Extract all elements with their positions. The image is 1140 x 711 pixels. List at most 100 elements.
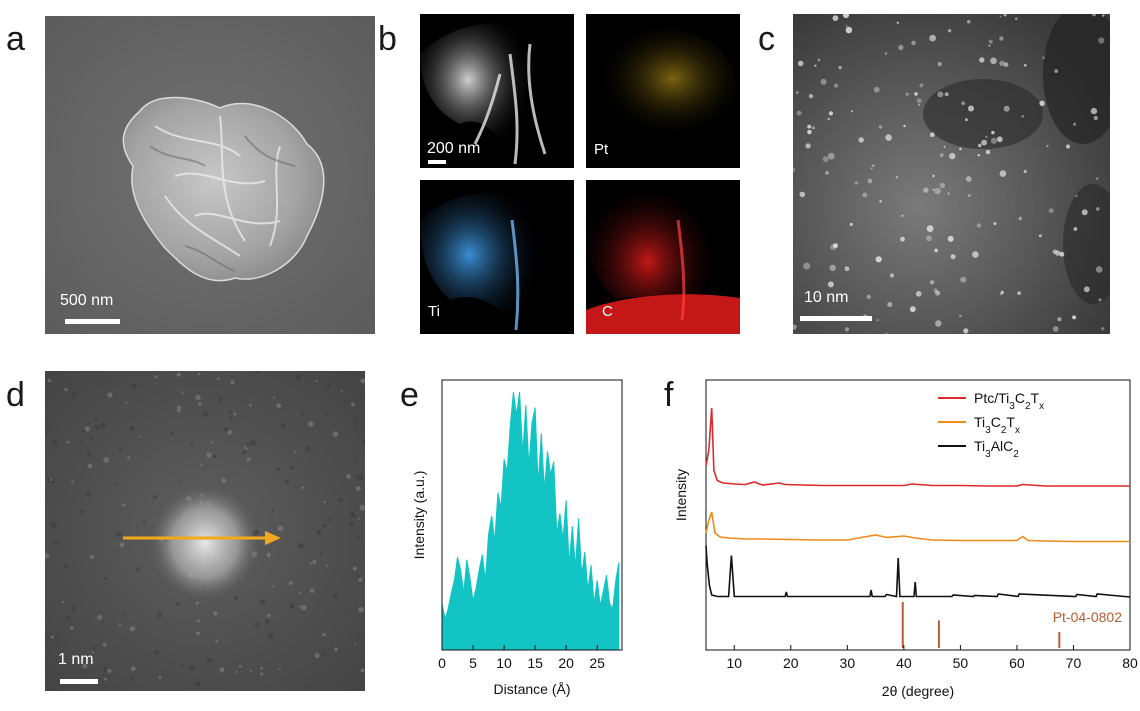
- nanoparticle-dot: [929, 34, 936, 42]
- noise-dot: [84, 426, 90, 432]
- nanoparticle-dot: [963, 328, 969, 334]
- x-tick-label: 20: [558, 655, 574, 671]
- noise-dot: [298, 591, 301, 594]
- noise-dot: [91, 651, 94, 654]
- noise-dot: [88, 422, 91, 425]
- noise-dot: [328, 518, 332, 522]
- nanoparticle-dot: [1038, 234, 1042, 238]
- noise-dot: [332, 592, 338, 599]
- nanoparticle-dot: [862, 192, 868, 198]
- noise-dot: [318, 627, 322, 631]
- nanoparticle-dot: [930, 280, 935, 285]
- noise-dot: [333, 626, 337, 629]
- nanoparticle-dot: [828, 111, 834, 116]
- x-axis-label: 2θ (degree): [882, 683, 954, 699]
- pt-map-tile: [586, 14, 740, 168]
- noise-dot: [89, 436, 94, 441]
- noise-dot: [326, 383, 331, 389]
- noise-dot: [249, 670, 253, 673]
- noise-dot: [142, 520, 146, 524]
- noise-dot: [212, 454, 217, 459]
- nanoparticle-dot: [793, 324, 797, 330]
- panel-letter-c: c: [758, 20, 775, 58]
- nanoparticle-dot: [1003, 105, 1010, 112]
- noise-dot: [118, 448, 122, 452]
- noise-dot: [68, 404, 71, 408]
- noise-dot: [130, 666, 136, 671]
- noise-dot: [132, 383, 137, 389]
- plot-frame: [705, 379, 1131, 651]
- noise-dot: [196, 619, 200, 623]
- noise-dot: [97, 614, 103, 620]
- panel-letter-d: d: [6, 376, 25, 414]
- nanoparticle-dot: [935, 290, 941, 296]
- nanoparticle-dot: [1073, 122, 1077, 126]
- noise-dot: [170, 431, 174, 435]
- nanoparticle-dot: [935, 320, 942, 327]
- nanoparticle-dot: [1066, 144, 1070, 149]
- nanoparticle-dot: [867, 178, 873, 184]
- scale-bar-a: [65, 319, 120, 324]
- noise-dot: [51, 522, 57, 528]
- noise-dot: [206, 657, 213, 664]
- nanoparticle-dot: [977, 154, 980, 157]
- noise-dot: [217, 377, 220, 381]
- tile-label-ti: Ti: [428, 303, 440, 320]
- noise-dot: [213, 611, 218, 616]
- noise-dot: [47, 378, 52, 383]
- nanoparticle-dot: [999, 60, 1005, 66]
- nanoparticle-dot: [918, 103, 920, 106]
- nanoparticle-dot: [979, 57, 985, 63]
- nanoparticle-dot: [926, 235, 932, 242]
- nanoparticle-dot: [845, 24, 848, 28]
- noise-dot: [259, 599, 266, 605]
- noise-dot: [181, 391, 184, 394]
- nanoparticle-dot: [972, 251, 979, 258]
- noise-dot: [71, 606, 77, 612]
- nanoparticle-dot: [1096, 177, 1099, 180]
- legend-entry: Ptc/Ti3C2Tx: [974, 390, 1044, 412]
- nanoparticle-dot: [909, 306, 916, 313]
- nanoparticle-dot: [816, 294, 819, 298]
- noise-dot: [254, 621, 260, 627]
- nanoparticle-dot: [1039, 100, 1045, 107]
- line-profile-arrowhead: [265, 531, 281, 545]
- nanoparticle-dot: [1055, 250, 1061, 256]
- noise-dot: [358, 607, 364, 613]
- noise-dot: [294, 450, 297, 454]
- atomic-resolution-image: [45, 371, 365, 691]
- nanoparticle-dot: [1083, 286, 1090, 293]
- nanoparticle-dot: [872, 164, 875, 167]
- noise-dot: [314, 652, 320, 658]
- noise-dot: [288, 581, 293, 586]
- noise-dot: [255, 371, 260, 374]
- nanoparticle-dot: [1042, 56, 1045, 60]
- noise-dot: [265, 618, 271, 624]
- noise-dot: [272, 396, 276, 399]
- noise-dot: [189, 665, 195, 671]
- nanoparticle-dot: [959, 147, 962, 151]
- nanoparticle-dot: [911, 40, 916, 46]
- nanoparticle-dot: [896, 21, 899, 24]
- nanoparticle-dot: [870, 167, 873, 170]
- noise-dot: [71, 392, 77, 398]
- noise-dot: [130, 676, 134, 681]
- noise-dot: [289, 604, 295, 610]
- noise-dot: [242, 450, 247, 455]
- noise-dot: [334, 610, 338, 614]
- noise-dot: [355, 486, 361, 491]
- plot-frame: [441, 379, 623, 651]
- noise-dot: [82, 663, 88, 669]
- noise-dot: [307, 421, 314, 427]
- noise-dot: [316, 530, 322, 536]
- nanoparticle-dot: [799, 191, 806, 198]
- noise-dot: [233, 412, 237, 416]
- nanoparticle-dot: [844, 327, 850, 332]
- noise-dot: [357, 474, 364, 481]
- noise-dot: [190, 443, 194, 447]
- noise-dot: [342, 371, 346, 374]
- scale-label-b: 200 nm: [427, 140, 481, 157]
- nanoparticle-dot: [803, 262, 811, 270]
- noise-dot: [323, 500, 326, 504]
- line-profile-chart: 0 5 10 15 20 25 Distance (Å) Intensity (a.u.): [411, 379, 623, 697]
